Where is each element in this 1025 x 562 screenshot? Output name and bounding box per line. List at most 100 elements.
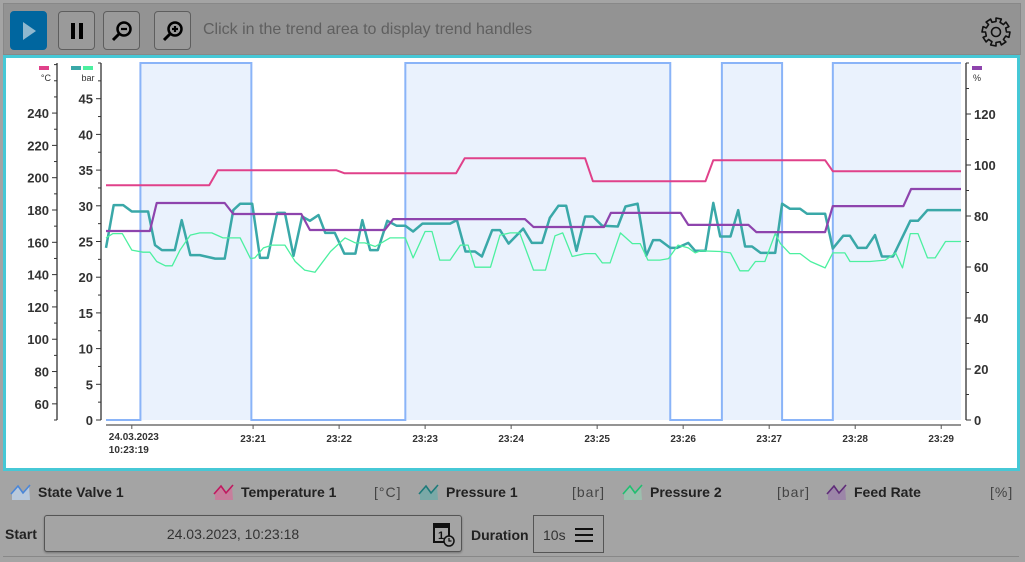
percent-tick-label: 100 [974,158,996,173]
pressure-1-color-marker [71,66,81,70]
legend-line [418,484,439,495]
pressure-tick-label: 25 [79,235,93,250]
trend-line-icon [622,484,643,500]
trend-line-icon [213,484,234,500]
legend-label: State Valve 1 [38,484,124,500]
percent-tick-label: 40 [974,311,988,326]
temperature-tick-label: 200 [27,171,49,186]
legend-label: Pressure 2 [650,484,722,500]
legend-line [826,484,847,495]
gear-icon [981,17,1011,47]
time-tick-label: 23:27 [756,434,782,445]
trend-hint: Click in the trend area to display trend… [203,21,533,38]
menu-icon[interactable] [574,527,594,543]
legend-item-feed-rate[interactable]: Feed Rate [826,483,921,501]
series-pressure-1 [104,201,961,260]
series-feed-rate [106,187,961,234]
time-tick-label: 23:29 [928,434,954,445]
series-pressure-2 [105,230,961,273]
legend-item-temperature[interactable]: Temperature 1 [213,483,336,501]
legend-label: Temperature 1 [241,484,337,500]
pause-button[interactable] [58,11,95,50]
play-button[interactable] [10,11,47,50]
calendar-clock-icon[interactable]: 1 [432,522,456,548]
duration-select[interactable]: 10s [533,515,604,553]
pressure-tick-label: 15 [79,306,93,321]
divider [3,556,1019,557]
legend: State Valve 1 Temperature 1 [°C] Pressur… [0,483,1025,503]
pressure-tick-label: 35 [79,163,93,178]
time-tick-label: 23:24 [498,434,524,445]
trend-line-icon [10,484,31,500]
duration-value: 10s [543,527,566,543]
legend-label: Pressure 1 [446,484,518,500]
temperature-tick-label: 140 [27,268,49,283]
svg-text:1: 1 [438,530,444,542]
series-temperature-1 [106,157,961,187]
percent-tick-label: 60 [974,260,988,275]
legend-swatch [12,486,30,500]
pressure-tick-label: 20 [79,270,93,285]
percent-tick-label: 120 [974,107,996,122]
zoom-out-icon [111,20,132,41]
trend-chart[interactable]: 6080100120140160180200220240051015202530… [0,0,1025,470]
legend-swatch [420,486,438,500]
legend-swatch [624,486,642,500]
percent-tick-label: 20 [974,362,988,377]
gear-hole [990,26,1002,38]
start-value: 24.03.2023, 10:23:18 [166,526,300,542]
temperature-unit-label: °C [41,73,52,83]
play-icon [22,21,36,40]
duration-label: Duration [471,527,529,543]
legend-item-state-valve[interactable]: State Valve 1 [10,483,124,501]
temperature-tick-label: 180 [27,203,49,218]
toolbar: Click in the trend area to display trend… [3,3,1021,55]
temperature-tick-label: 220 [27,138,49,153]
time-tick-label: 23:25 [584,434,610,445]
legend-line [10,484,31,495]
temperature-tick-label: 100 [27,332,49,347]
legend-unit: [bar] [572,484,606,500]
zoom-out-button[interactable] [103,11,140,50]
start-label: Start [5,526,37,542]
time-first-time-label: 10:23:19 [109,445,149,456]
trend-line-icon [826,484,847,500]
pressure-2-color-marker [83,66,93,70]
pressure-unit-label: bar [81,73,94,83]
time-tick-label: 23:23 [412,434,438,445]
temperature-tick-label: 120 [27,300,49,315]
percent-tick-label: 0 [974,413,981,428]
legend-item-pressure-1[interactable]: Pressure 1 [418,483,518,501]
gear-outline [981,17,1011,47]
percent-tick-label: 80 [974,209,988,224]
pressure-tick-label: 10 [79,342,93,357]
legend-swatch [215,486,233,500]
state-valve-area [106,63,961,420]
start-datetime-input[interactable]: 24.03.2023, 10:23:18 1 [44,515,462,552]
pressure-tick-label: 40 [79,127,93,142]
temperature-tick-label: 80 [35,365,49,380]
percent-unit-label: % [973,73,981,83]
settings-button[interactable] [979,15,1013,49]
pressure-tick-label: 5 [86,377,93,392]
zoom-in-icon [162,20,183,41]
pressure-tick-label: 30 [79,199,93,214]
zoom-in-button[interactable] [154,11,191,50]
percent-color-marker [972,66,982,70]
legend-label: Feed Rate [854,484,921,500]
legend-swatch [828,486,846,500]
legend-unit: [%] [990,484,1014,500]
time-tick-label: 23:26 [670,434,696,445]
legend-item-pressure-2[interactable]: Pressure 2 [622,483,722,501]
trend-line-icon [418,484,439,500]
series-state-valve-1 [106,62,961,421]
temperature-color-marker [39,66,49,70]
pressure-tick-label: 0 [86,413,93,428]
pressure-tick-label: 45 [79,92,93,107]
temperature-tick-label: 240 [27,106,49,121]
pause-icon [70,22,83,39]
legend-line [622,484,643,495]
temperature-tick-label: 60 [35,397,49,412]
legend-line [213,484,234,495]
time-tick-label: 23:21 [240,434,266,445]
